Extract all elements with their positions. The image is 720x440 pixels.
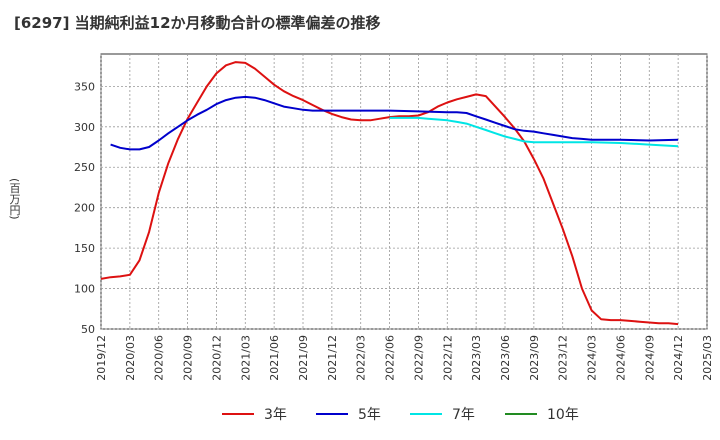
y-axis-ticks: 50 100 150 200 250 300 350 bbox=[74, 80, 95, 336]
y-axis-label: (百万円) bbox=[8, 178, 21, 220]
x-tick-label: 2023/06 bbox=[499, 335, 512, 381]
plot-area bbox=[100, 53, 708, 330]
y-tick-label: 350 bbox=[74, 80, 95, 93]
series-line bbox=[110, 95, 679, 151]
legend-label: 5年 bbox=[358, 407, 381, 423]
y-tick-label: 150 bbox=[74, 242, 95, 255]
x-tick-label: 2022/12 bbox=[441, 335, 454, 381]
x-tick-label: 2022/03 bbox=[355, 335, 368, 381]
y-tick-label: 300 bbox=[74, 121, 95, 134]
y-tick-label: 200 bbox=[74, 202, 95, 215]
x-tick-label: 2025/03 bbox=[701, 335, 714, 381]
x-tick-label: 2020/09 bbox=[182, 335, 195, 381]
grid-lines bbox=[100, 54, 708, 330]
x-tick-label: 2024/03 bbox=[586, 335, 599, 381]
x-tick-label: 2021/03 bbox=[239, 335, 252, 381]
x-tick-label: 2019/12 bbox=[95, 335, 108, 381]
x-tick-label: 2022/06 bbox=[384, 335, 397, 381]
legend: 3年 5年 7年 10年 bbox=[222, 407, 579, 423]
y-tick-label: 50 bbox=[81, 323, 95, 336]
chart-title: [6297] 当期純利益12か月移動合計の標準偏差の推移 bbox=[14, 14, 381, 32]
x-tick-label: 2021/12 bbox=[326, 335, 339, 381]
x-tick-label: 2021/09 bbox=[297, 335, 310, 381]
x-tick-label: 2024/09 bbox=[643, 335, 656, 381]
x-axis-ticks: 2019/12 2020/03 2020/06 2020/09 2020/12 2021/… bbox=[95, 335, 714, 381]
x-tick-label: 2020/12 bbox=[210, 335, 223, 381]
legend-label: 7年 bbox=[452, 407, 475, 423]
x-tick-label: 2024/12 bbox=[672, 335, 685, 381]
x-tick-label: 2022/09 bbox=[412, 335, 425, 381]
legend-label: 3年 bbox=[264, 407, 287, 423]
y-tick-label: 250 bbox=[74, 161, 95, 174]
x-tick-label: 2021/06 bbox=[268, 335, 281, 381]
x-tick-label: 2023/12 bbox=[557, 335, 570, 381]
x-tick-label: 2020/06 bbox=[153, 335, 166, 381]
series-line bbox=[389, 116, 679, 148]
x-tick-label: 2023/09 bbox=[528, 335, 541, 381]
legend-label: 10年 bbox=[547, 407, 579, 423]
x-tick-label: 2024/06 bbox=[614, 335, 627, 381]
x-tick-label: 2023/03 bbox=[470, 335, 483, 381]
x-tick-label: 2020/03 bbox=[124, 335, 137, 381]
series-lines bbox=[100, 61, 679, 326]
y-tick-label: 100 bbox=[74, 283, 95, 296]
